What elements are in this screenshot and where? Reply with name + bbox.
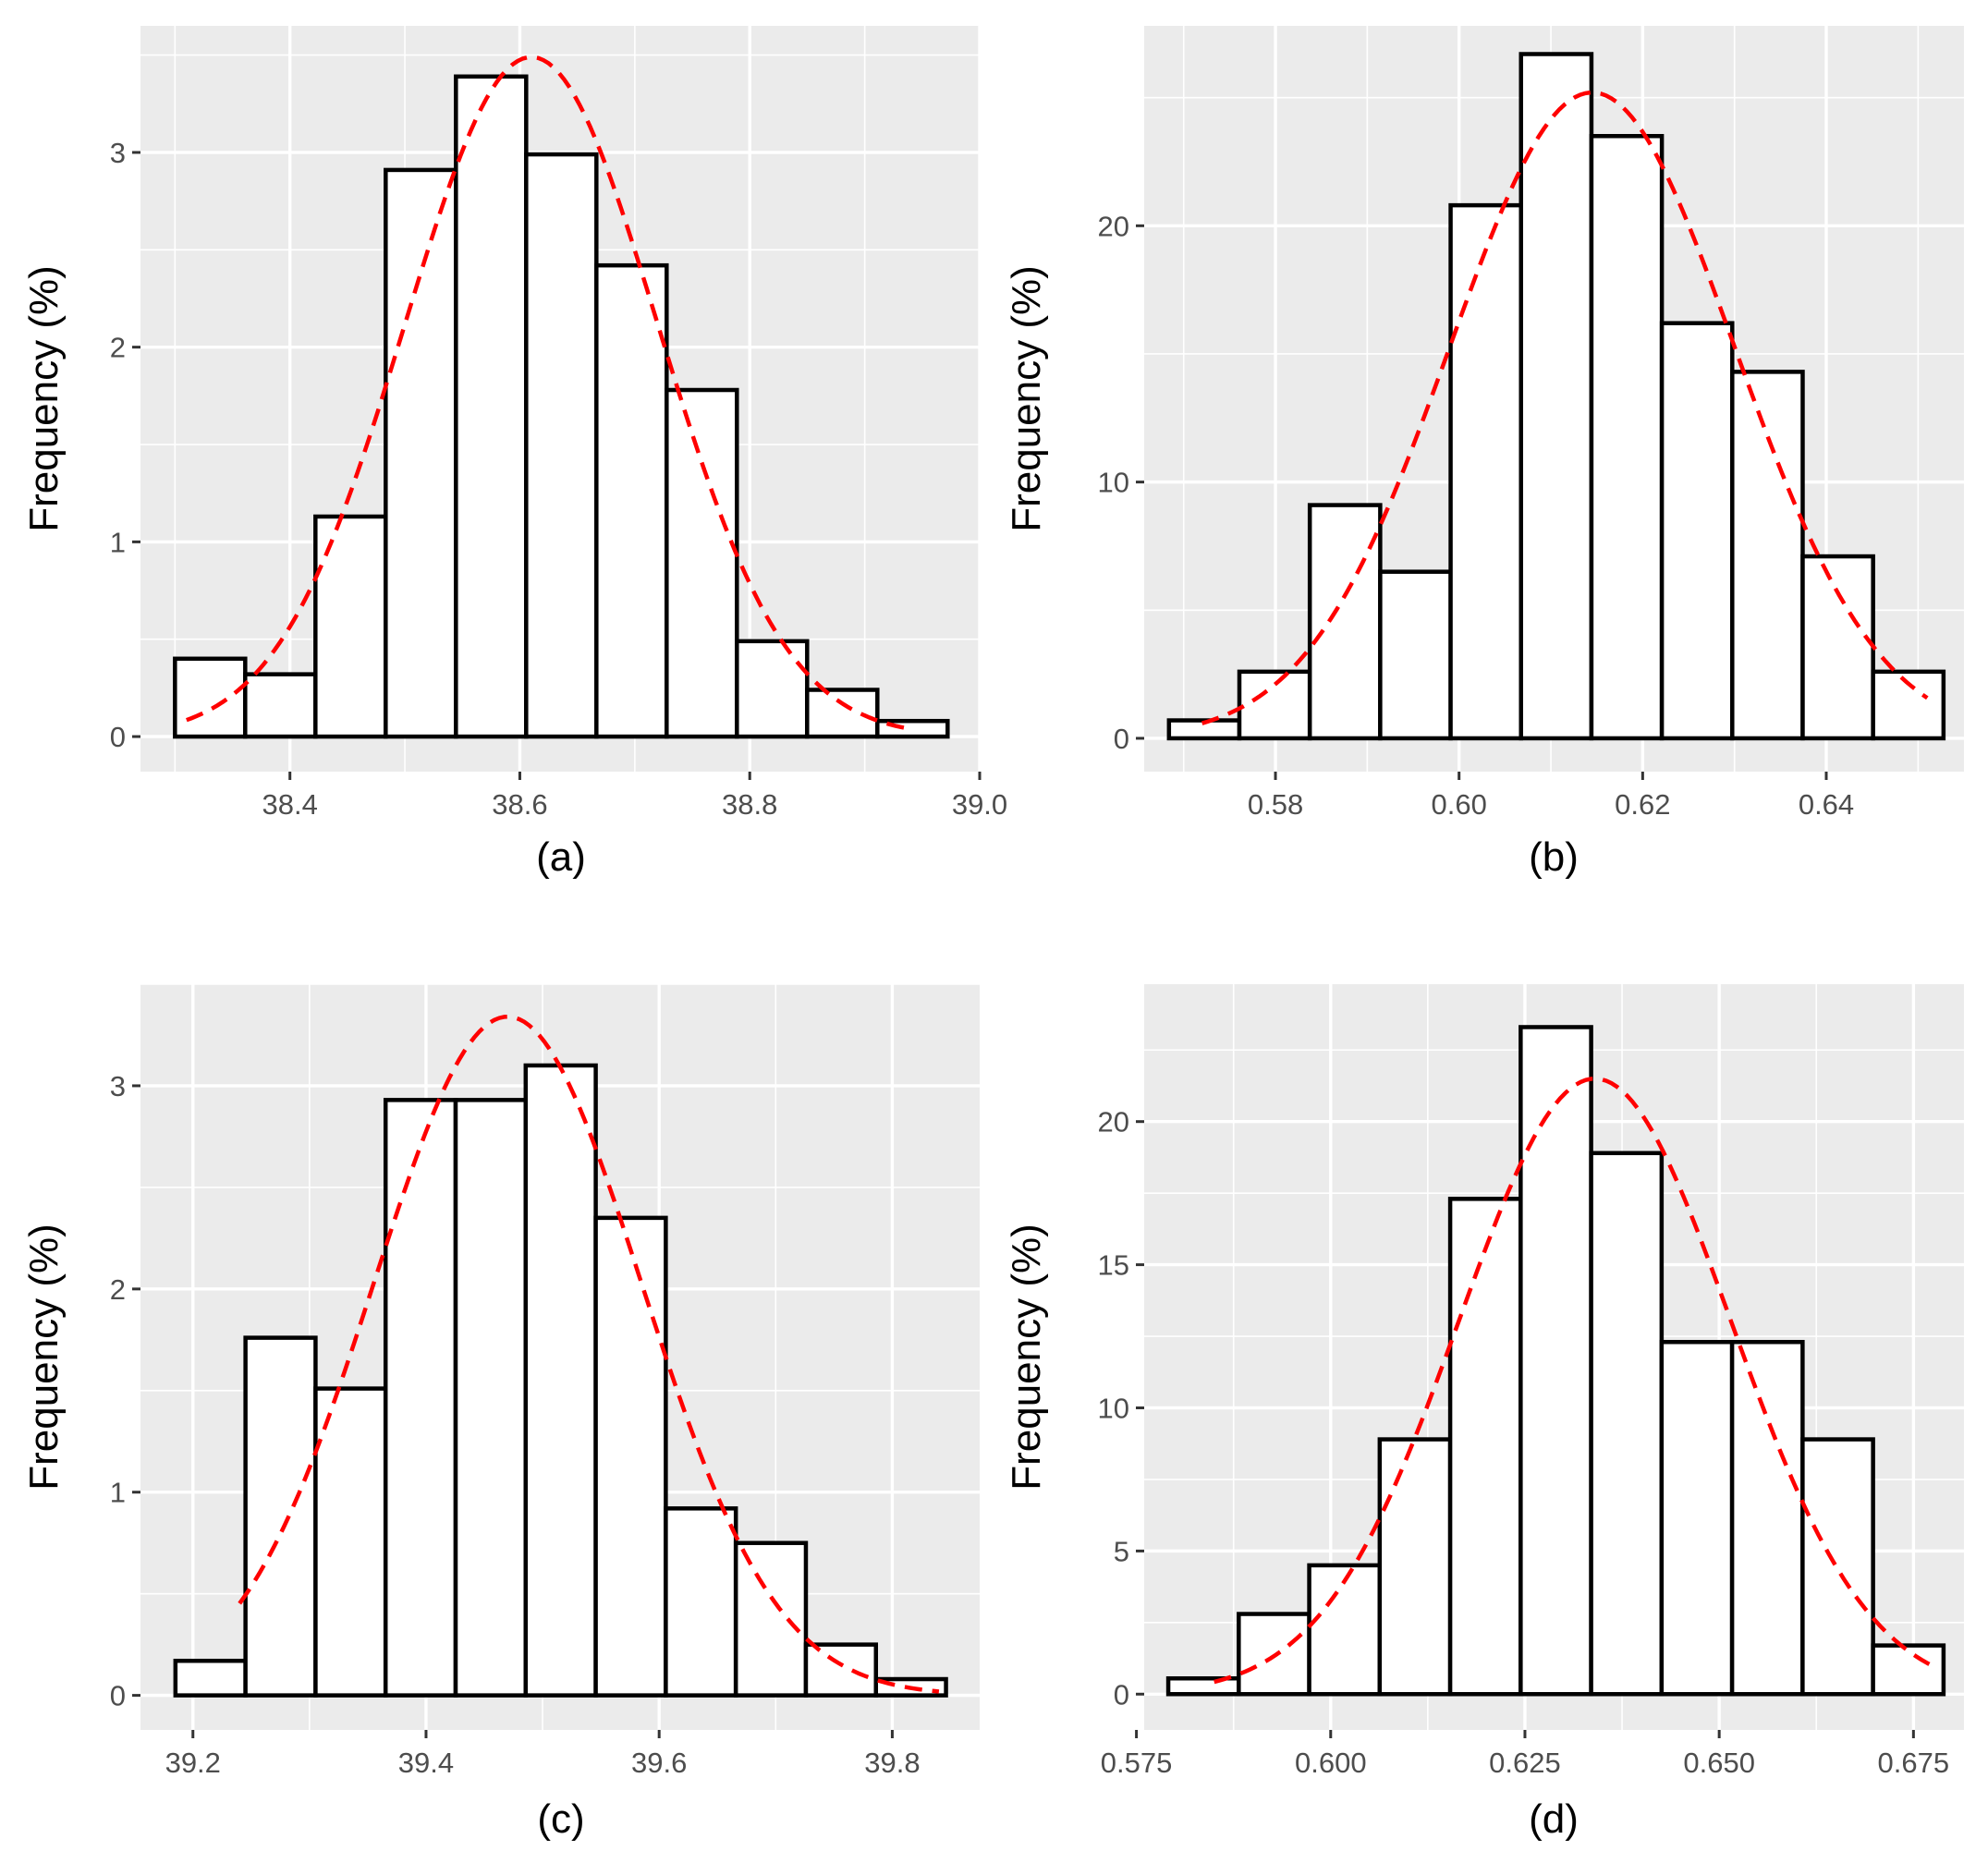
normal-fit-curve — [186, 55, 911, 732]
histogram-bar — [1589, 133, 1665, 741]
histogram-bar — [524, 152, 599, 739]
histogram-bar — [313, 1386, 388, 1698]
normal-fit-curve — [238, 1014, 940, 1694]
x-tick-label: 39.4 — [398, 1747, 454, 1779]
x-tick-label: 0.62 — [1615, 788, 1670, 821]
histogram-bar — [1307, 503, 1383, 741]
x-tick-label: 39.6 — [631, 1747, 687, 1779]
histogram-bar — [665, 387, 739, 739]
histogram-bar — [384, 167, 458, 739]
histogram-bar — [453, 1098, 529, 1698]
y-tick-label: 20 — [1098, 210, 1129, 242]
histogram-bar — [173, 1658, 248, 1698]
histogram-bar — [1659, 1339, 1735, 1697]
y-tick-label: 0 — [110, 1680, 126, 1712]
histogram-bar — [1518, 52, 1594, 741]
histogram-bar — [1729, 1339, 1805, 1697]
y-axis-label: Frequency (%) — [21, 1224, 67, 1491]
y-tick-label: 10 — [1098, 467, 1129, 499]
y-axis-label: Frequency (%) — [1004, 265, 1049, 532]
histogram-bar — [1659, 321, 1735, 741]
histogram-bar — [735, 639, 810, 739]
x-tick-label: 38.8 — [722, 788, 777, 821]
y-tick-label: 1 — [110, 526, 126, 558]
histogram-bar — [1730, 370, 1805, 741]
normal-fit-curve — [1214, 1077, 1938, 1685]
histogram-bar — [1307, 1563, 1383, 1697]
x-tick-label: 38.6 — [492, 788, 547, 821]
x-tick-label: 0.625 — [1489, 1747, 1561, 1779]
y-tick-label: 0 — [1114, 723, 1129, 755]
histogram-bar — [313, 514, 388, 739]
panel-b: 0.58 0.60 0.62 0.64 0 10 20 Frequency (%) (b) — [1004, 26, 1964, 880]
x-tick-label: 39.8 — [864, 1747, 920, 1779]
histogram-bar — [1800, 1437, 1875, 1697]
histogram-bar — [1871, 1643, 1946, 1697]
y-tick-label: 0 — [110, 721, 126, 753]
x-tick-label: 0.675 — [1878, 1747, 1950, 1779]
y-tick-label: 2 — [110, 1273, 126, 1306]
x-tick-label: 38.4 — [262, 788, 318, 821]
histogram-bar — [1518, 1025, 1593, 1697]
histogram-bar — [664, 1506, 738, 1698]
y-axis-label: Frequency (%) — [21, 265, 67, 532]
histogram-bar — [383, 1098, 458, 1698]
y-tick-label: 5 — [1114, 1535, 1129, 1567]
histogram-bar — [594, 262, 669, 739]
panel-caption: (b) — [1529, 834, 1579, 880]
x-tick-label: 0.60 — [1432, 788, 1487, 821]
x-tick-label: 0.600 — [1295, 1747, 1367, 1779]
histogram-bar — [1448, 202, 1523, 741]
y-tick-label: 1 — [110, 1477, 126, 1509]
histogram-bar — [1378, 569, 1453, 741]
x-tick-label: 39.2 — [165, 1747, 221, 1779]
panel-caption: (c) — [537, 1796, 584, 1842]
histogram-bar — [1237, 669, 1312, 741]
panel-caption: (a) — [536, 834, 586, 880]
histogram-bar — [733, 1540, 809, 1698]
histogram-bar — [173, 656, 248, 739]
y-tick-label: 15 — [1098, 1249, 1129, 1282]
histogram-bar — [1165, 1675, 1241, 1697]
y-tick-label: 10 — [1098, 1392, 1129, 1424]
histogram-bar — [593, 1215, 668, 1698]
histogram-bar — [1377, 1437, 1453, 1697]
x-tick-label: 0.650 — [1683, 1747, 1755, 1779]
panel-caption: (d) — [1529, 1796, 1579, 1842]
histogram-bar — [243, 1335, 318, 1698]
x-tick-label: 39.0 — [952, 788, 1007, 821]
panel-d: 0.575 0.600 0.625 0.650 0.675 0 5 10 15 20 Frequen… — [1004, 984, 1964, 1842]
normal-fit-curve — [1201, 90, 1929, 725]
panel-c: 39.2 39.4 39.6 39.8 0 1 2 3 Frequency (%) (c) — [21, 983, 980, 1842]
x-tick-label: 0.58 — [1248, 788, 1303, 821]
y-tick-label: 0 — [1114, 1678, 1129, 1711]
histogram-bar — [805, 688, 880, 739]
y-axis-label: Frequency (%) — [1004, 1224, 1049, 1491]
histogram-bar — [803, 1642, 879, 1698]
histogram-bar — [1800, 554, 1875, 741]
panel-a: 38.4 38.6 38.8 39.0 0 1 2 3 Frequency (%) (a) — [21, 26, 1007, 880]
x-tick-label: 0.575 — [1101, 1747, 1173, 1779]
histogram-bar — [454, 74, 529, 739]
histogram-bar — [243, 672, 318, 739]
y-tick-label: 3 — [110, 1070, 126, 1102]
y-tick-label: 3 — [110, 137, 126, 169]
x-tick-label: 0.64 — [1799, 788, 1854, 821]
histogram-bar — [1589, 1151, 1665, 1697]
histogram-bar — [523, 1063, 598, 1698]
y-tick-label: 20 — [1098, 1106, 1129, 1138]
y-tick-label: 2 — [110, 332, 126, 364]
histogram-bar — [1447, 1197, 1523, 1697]
